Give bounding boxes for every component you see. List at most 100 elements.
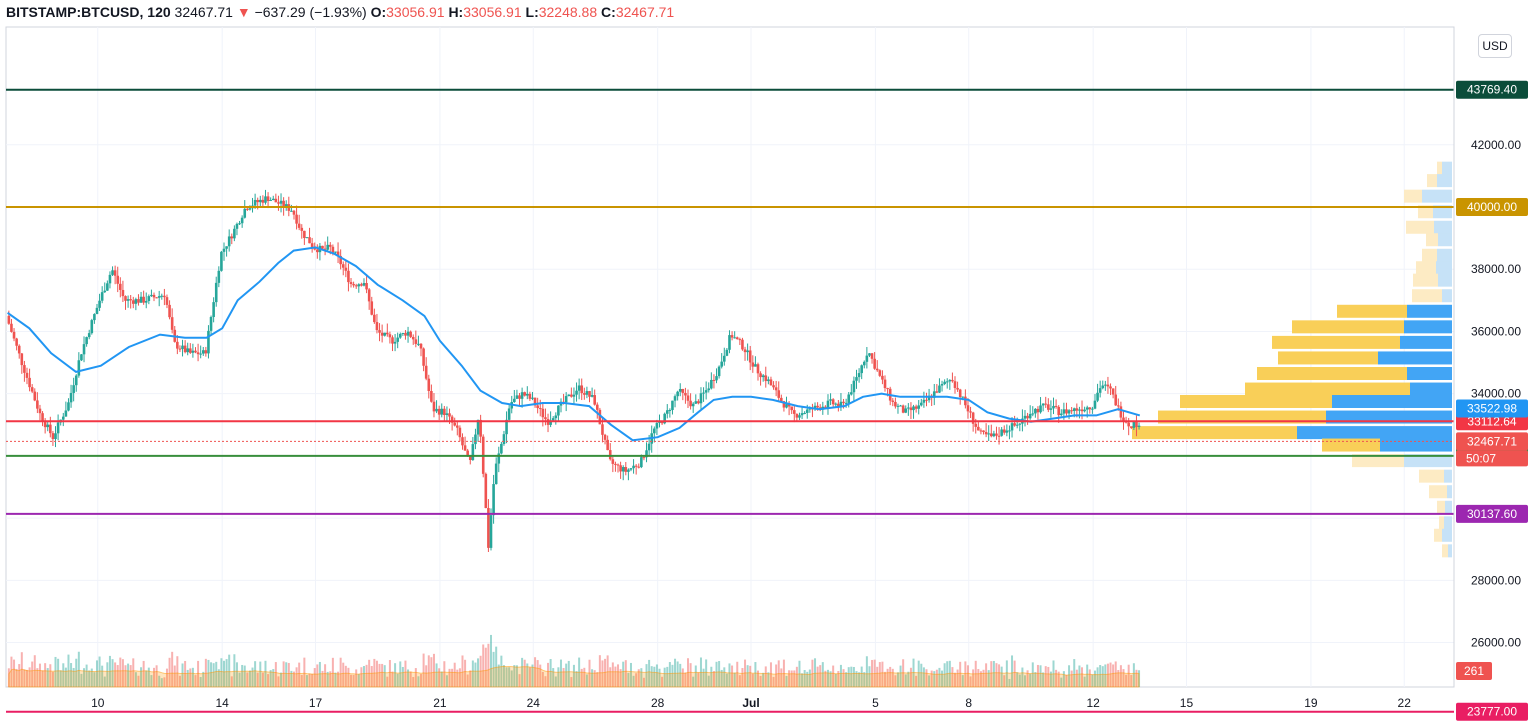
horizontal-levels[interactable] (6, 88, 1454, 713)
candle-body (41, 413, 44, 422)
candle-body (681, 388, 685, 393)
volume-bar (992, 660, 995, 687)
candle-body (684, 392, 687, 396)
volume-bar (966, 665, 969, 687)
volume-bar (845, 672, 848, 687)
volume-bar (772, 676, 775, 687)
candle-body (774, 387, 778, 391)
volume-bar (287, 662, 290, 687)
volume-bar (785, 675, 788, 687)
candle-body (909, 407, 913, 411)
candle-body (956, 387, 959, 390)
candle-body (1117, 405, 1120, 407)
volume-bar (189, 668, 192, 687)
candle-body (248, 208, 252, 210)
volume-bar (1044, 666, 1047, 687)
volume-profile-up (1400, 335, 1452, 349)
candle-body (678, 388, 682, 392)
candle-body (1096, 392, 1099, 401)
volume-bar (202, 671, 205, 687)
candle-body (391, 337, 394, 344)
volume-bar (295, 667, 298, 687)
volume-bar (95, 660, 98, 687)
volume-bar (676, 661, 679, 687)
currency-button[interactable]: USD (1478, 34, 1512, 58)
volume-bar (852, 666, 855, 687)
candle-body (572, 394, 576, 397)
volume-bar (948, 660, 951, 687)
plot-area[interactable] (5, 26, 1455, 688)
candle-body (881, 375, 884, 380)
volume-bar (1026, 670, 1029, 687)
candle-body (837, 403, 840, 407)
volume-bar (969, 676, 972, 687)
volume-bar (881, 661, 884, 687)
symbol-header: BITSTAMP:BTCUSD, 120 32467.71 ▼ −637.29 … (6, 2, 674, 22)
volume-bar (570, 677, 573, 687)
candle-body (77, 360, 81, 376)
candle-body (1059, 413, 1063, 416)
volume-bar (808, 669, 811, 687)
candle-body (168, 304, 171, 318)
candle-body (575, 390, 578, 395)
price-change: −637.29 (−1.93%) (254, 4, 367, 20)
volume-bar (938, 667, 941, 687)
volume-bar (31, 661, 34, 687)
candle-body (787, 404, 791, 407)
volume-bar (1086, 664, 1089, 687)
volume-bar (528, 667, 531, 687)
volume-bar (116, 665, 119, 687)
price-axis[interactable] (1454, 27, 1536, 687)
candle-body (689, 400, 692, 407)
volume-bar (277, 676, 280, 687)
volume-bar (396, 673, 399, 687)
candle-body (321, 245, 324, 249)
price-tags: 43769.4040000.0033112.6432000.0030137.60… (1456, 80, 1528, 721)
candle-body (33, 391, 37, 401)
volume-bar (917, 660, 920, 687)
candle-body (341, 264, 345, 268)
candle-body (989, 433, 993, 437)
volume-bar (80, 673, 83, 687)
candle-body (974, 423, 978, 427)
volume-bar (461, 655, 464, 687)
volume-bar (572, 664, 575, 687)
candle-body (181, 345, 184, 350)
volume-bar (707, 675, 710, 687)
candle-body (1002, 429, 1006, 433)
candle-body (914, 406, 918, 409)
price-tick-label: 26000.00 (1471, 636, 1521, 650)
candle-body (401, 332, 405, 334)
volume-bar (394, 663, 397, 687)
candle-body (170, 317, 174, 330)
candle-body (614, 463, 617, 465)
candle-body (131, 300, 135, 304)
candle-body (507, 408, 511, 420)
candle-body (1135, 421, 1138, 427)
candle-body (642, 457, 646, 459)
volume-profile-up (1433, 205, 1452, 219)
candle-body (1028, 413, 1032, 419)
volume-bar (383, 665, 386, 687)
change-down-icon: ▼ (236, 4, 251, 20)
symbol-name[interactable]: BITSTAMP:BTCUSD, 120 (6, 4, 171, 20)
volume-bar (1013, 660, 1016, 687)
volume-bar (464, 659, 467, 687)
candle-body (261, 199, 265, 203)
volume-bar (282, 661, 285, 687)
candle-body (157, 296, 161, 298)
volume-bar (318, 661, 321, 687)
candle-body (453, 422, 457, 426)
volume-bar (210, 662, 213, 687)
candle-body (279, 200, 283, 204)
volume-bar (93, 672, 96, 687)
volume-bar (526, 663, 529, 687)
volume-profile-down (1412, 289, 1442, 303)
volume-bar (127, 663, 130, 687)
candle-body (593, 395, 596, 405)
candle-body (984, 431, 988, 435)
volume-bar (842, 669, 845, 687)
candle-body (940, 384, 944, 386)
candle-body (432, 401, 436, 412)
